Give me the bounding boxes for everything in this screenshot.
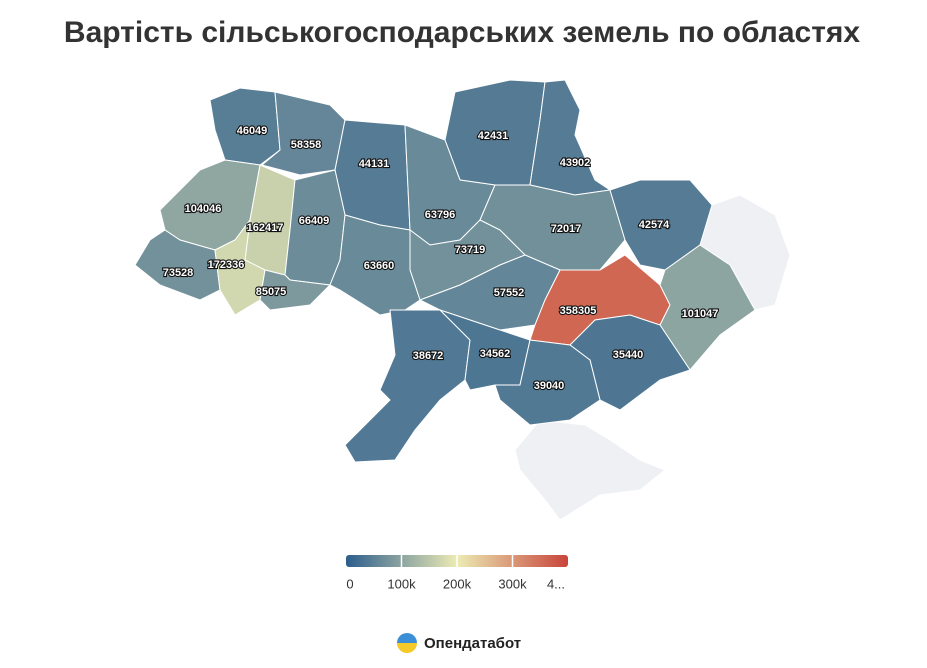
colorbar-tick-label: 4... (547, 576, 565, 591)
no-data-region (514, 419, 666, 521)
region (344, 309, 471, 463)
region-label: 85075 (256, 286, 287, 298)
legend: 0 100k 200k 300k 4... (346, 555, 568, 591)
logo-icon (397, 643, 417, 653)
logo-icon (397, 633, 417, 643)
region (494, 339, 601, 426)
region-label: 42431 (478, 130, 509, 142)
colorbar-tick-label: 300k (498, 576, 527, 591)
region-label: 35440 (613, 349, 644, 361)
region-label: 162417 (247, 222, 284, 234)
region (529, 79, 612, 196)
region-label: 72017 (551, 223, 582, 235)
region (284, 169, 346, 286)
region-label: 34562 (480, 348, 511, 360)
region (260, 91, 346, 176)
region-label: 66409 (299, 215, 330, 227)
region-label: 172336 (208, 259, 245, 271)
region (209, 87, 281, 166)
region-label: 101047 (682, 308, 719, 320)
region-label: 44131 (359, 158, 390, 170)
region-label: 104046 (185, 203, 222, 215)
labels: 46049 58358 44131 42431 43902 104046 162417 664… (162, 124, 720, 393)
region (334, 119, 411, 231)
region (659, 244, 756, 371)
region-label: 358305 (560, 305, 597, 317)
region-label: 63660 (364, 260, 395, 272)
region-label: 57552 (494, 287, 525, 299)
regions (134, 79, 756, 463)
region-label: 38672 (413, 350, 444, 362)
title: Вартість сільськогосподарських земель по… (64, 16, 861, 49)
region-label: 39040 (534, 380, 565, 392)
colorbar-tick-label: 100k (387, 576, 416, 591)
region-label: 43902 (560, 157, 591, 169)
region-label: 58358 (291, 139, 322, 151)
brand: Опендатабот (424, 635, 521, 652)
colorbar-tick-label: 200k (443, 576, 472, 591)
colorbar-tick-label: 0 (346, 576, 353, 591)
logo: Опендатабот (397, 633, 521, 653)
region (259, 269, 332, 311)
region-label: 46049 (237, 125, 268, 137)
region-label: 73719 (455, 244, 486, 256)
region-label: 63796 (425, 209, 456, 221)
region-label: 73528 (163, 267, 194, 279)
region-label: 42574 (639, 219, 670, 231)
